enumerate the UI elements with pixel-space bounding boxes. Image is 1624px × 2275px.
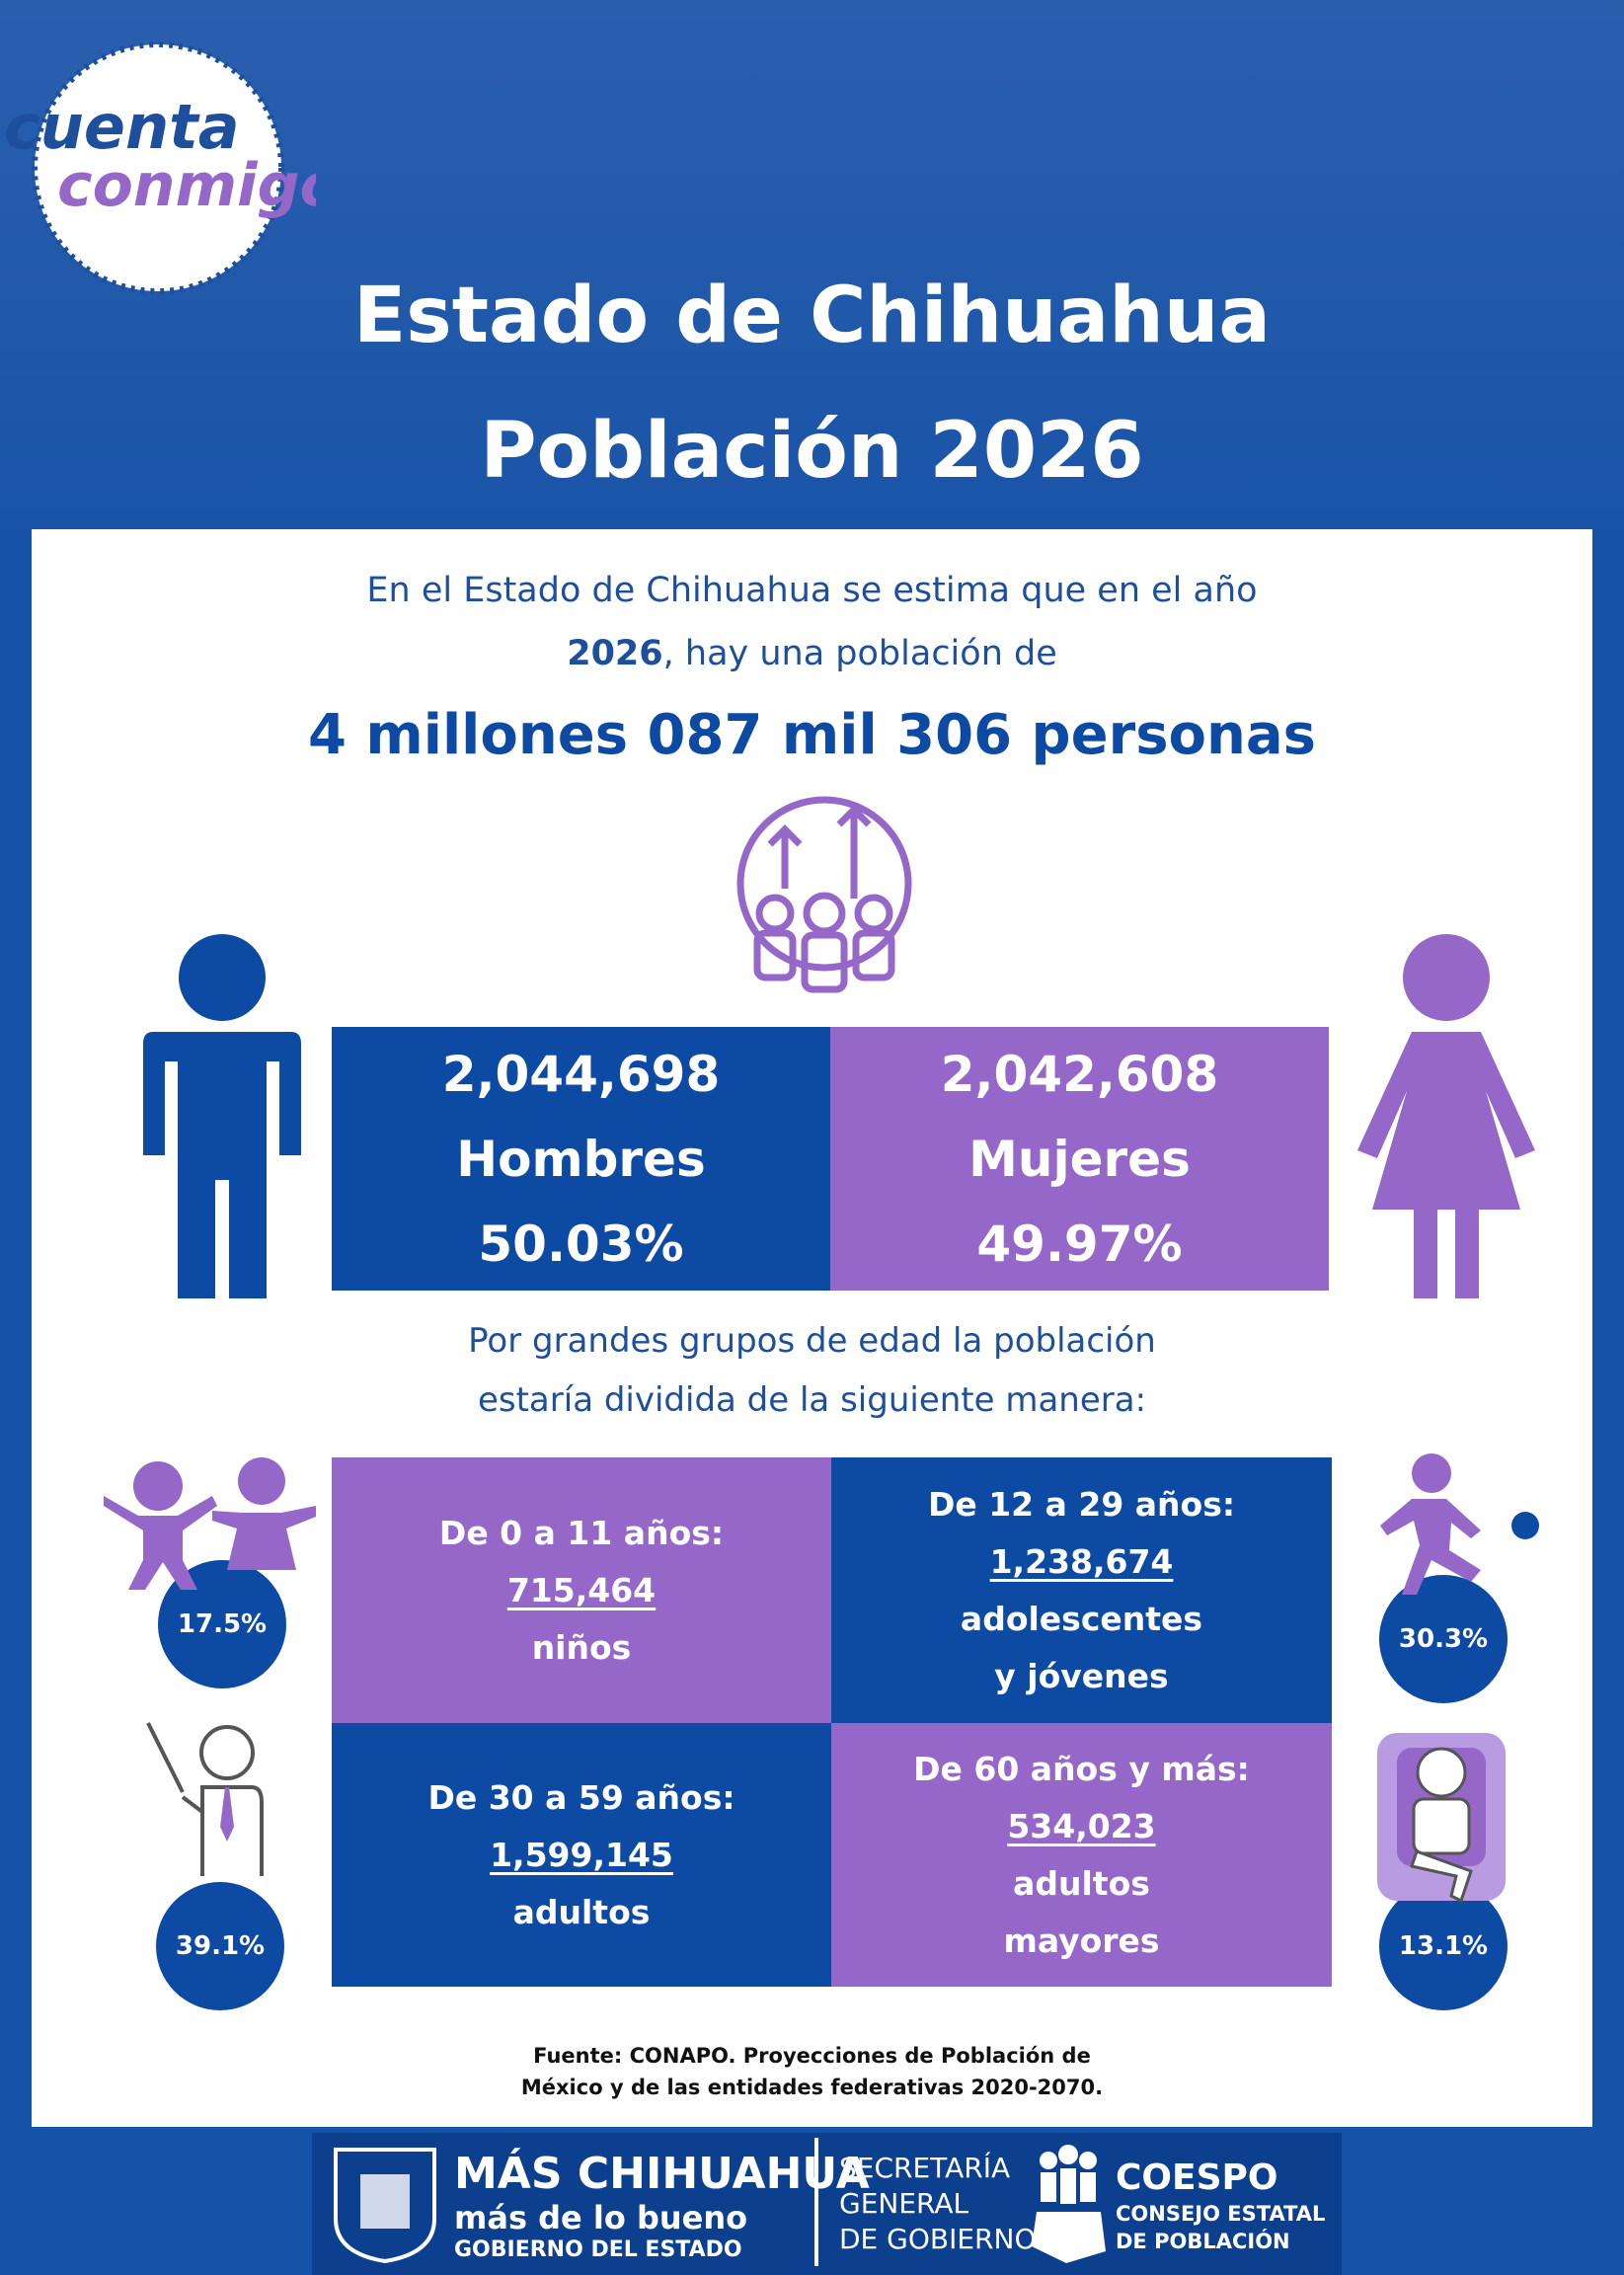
age-range: De 12 a 29 años: — [927, 1484, 1236, 1524]
age-cell: De 60 años y más: 534,023 adultos mayores — [831, 1723, 1332, 1987]
age-percent: 39.1% — [156, 1882, 284, 2010]
age-label: adolescentes — [960, 1599, 1203, 1638]
man-icon — [143, 934, 301, 1298]
title-line2: Población 2026 — [480, 407, 1144, 496]
age-label: mayores — [1003, 1921, 1160, 1960]
coespo-line2: DE POBLACIÓN — [1116, 2230, 1290, 2253]
age-count: 1,599,145 — [490, 1835, 673, 1874]
adult-icon — [146, 1722, 264, 1876]
intro-rest: , hay una población de — [662, 634, 1057, 673]
logo-line1: cuenta — [4, 91, 240, 163]
secretaria1: SECRETARÍA — [839, 2152, 1011, 2184]
header-band — [0, 0, 1624, 529]
source-line1: Fuente: CONAPO. Proyecciones de Població… — [533, 2044, 1091, 2068]
intro-line2: 2026, hay una población de — [32, 634, 1592, 673]
age-intro-line1: Por grandes grupos de edad la población — [468, 1321, 1156, 1361]
population-icon — [736, 796, 912, 993]
age-percent: 30.3% — [1379, 1575, 1508, 1703]
total-population: 4 millones 087 mil 306 personas — [307, 703, 1317, 767]
age-count: 715,464 — [506, 1570, 657, 1609]
men-box: 2,044,698 Hombres 50.03% — [332, 1027, 830, 1291]
title-line1: Estado de Chihuahua — [353, 272, 1271, 360]
secretaria2: GENERAL — [839, 2187, 969, 2220]
age-percent: 13.1% — [1379, 1882, 1508, 2010]
coespo-line1: CONSEJO ESTATAL — [1116, 2202, 1326, 2226]
men-label: Hombres — [456, 1130, 706, 1188]
age-label: adultos — [1013, 1863, 1150, 1903]
footer-divider — [814, 2138, 818, 2266]
secretaria3: DE GOBIERNO — [839, 2223, 1037, 2255]
youth-icon — [1380, 1453, 1539, 1595]
footer-brand1: MÁS CHIHUAHUA — [454, 2149, 870, 2199]
source-line2: México y de las entidades federativas 20… — [520, 2076, 1104, 2099]
age-count: 534,023 — [1007, 1806, 1156, 1845]
age-range: De 0 a 11 años: — [438, 1513, 725, 1552]
footer-band — [312, 2133, 1342, 2275]
logo: cuenta conmigo — [4, 41, 316, 294]
children-icon — [104, 1457, 316, 1590]
coespo-icon — [1032, 2145, 1106, 2263]
coespo-name: COESPO — [1116, 2157, 1278, 2198]
footer-brand2: más de lo bueno — [454, 2199, 748, 2236]
footer-brand3: GOBIERNO DEL ESTADO — [454, 2237, 742, 2262]
men-count: 2,044,698 — [441, 1045, 721, 1103]
age-label: y jóvenes — [994, 1656, 1169, 1695]
women-count: 2,042,608 — [940, 1045, 1219, 1103]
logo-line2: conmigo — [57, 151, 316, 220]
women-label: Mujeres — [968, 1130, 1191, 1188]
women-box: 2,042,608 Mujeres 49.97% — [830, 1027, 1329, 1291]
age-intro-line2: estaría dividida de la siguiente manera: — [477, 1380, 1147, 1420]
age-cell: De 0 a 11 años: 715,464 niños — [332, 1457, 831, 1723]
intro-line1: En el Estado de Chihuahua se estima que … — [366, 571, 1258, 610]
age-label: niños — [531, 1627, 632, 1667]
age-cell: De 30 a 59 años: 1,599,145 adultos — [332, 1723, 831, 1987]
intro-year: 2026 — [567, 634, 663, 673]
woman-icon — [1357, 934, 1535, 1298]
senior-icon — [1377, 1733, 1506, 1904]
age-label: adultos — [512, 1892, 651, 1931]
women-percent: 49.97% — [976, 1215, 1183, 1273]
age-range: De 30 a 59 años: — [427, 1777, 735, 1817]
age-count: 1,238,674 — [989, 1541, 1174, 1581]
state-shield — [334, 2148, 436, 2263]
men-percent: 50.03% — [478, 1215, 684, 1273]
age-range: De 60 años y más: — [913, 1749, 1250, 1788]
age-cell: De 12 a 29 años: 1,238,674 adolescentes y j… — [831, 1457, 1332, 1723]
